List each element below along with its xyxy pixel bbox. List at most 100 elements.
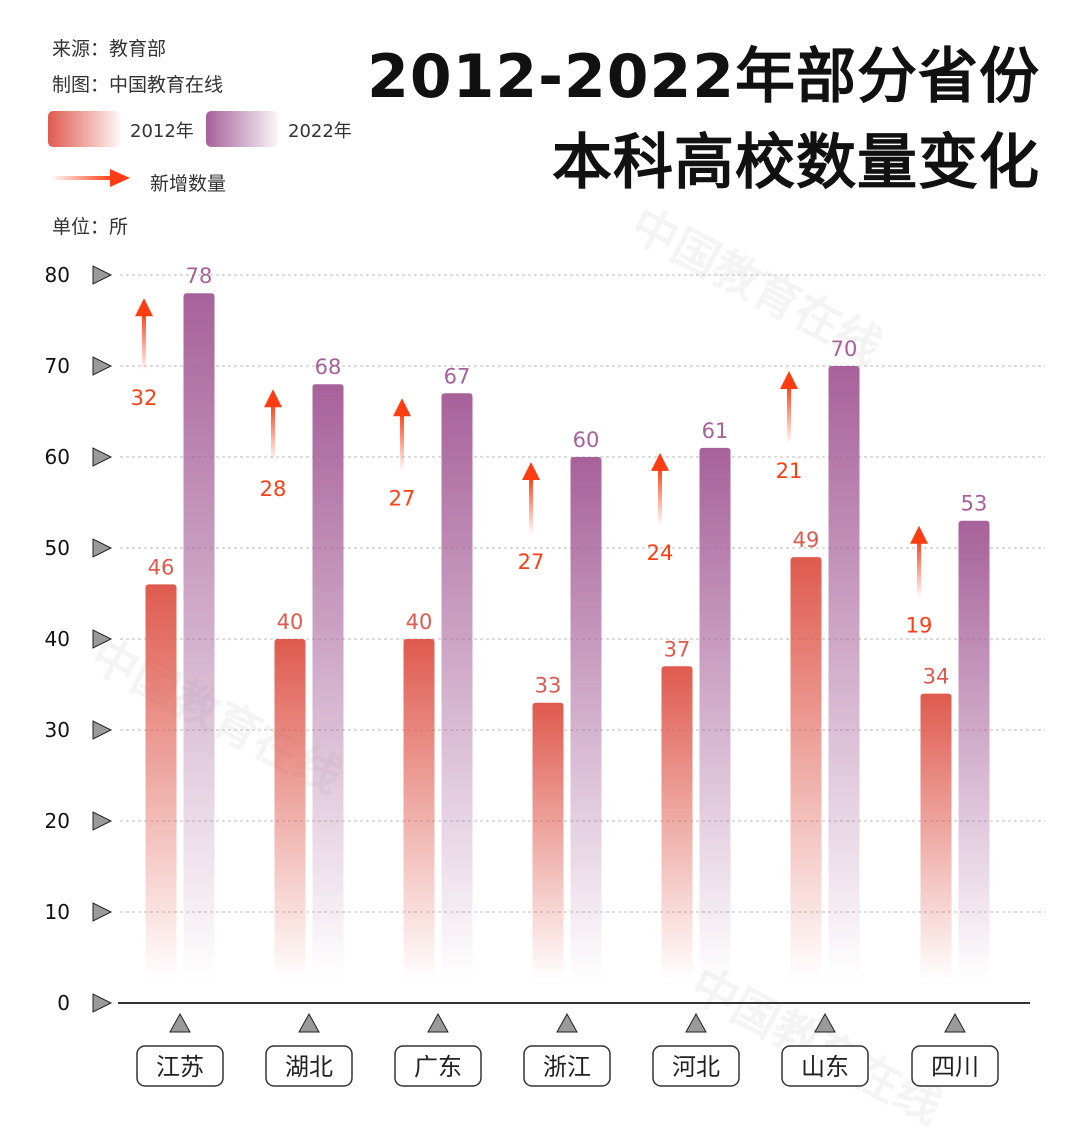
increase-arrow-icon bbox=[658, 466, 662, 526]
bar-2022 bbox=[183, 293, 215, 981]
category-label-box bbox=[265, 1045, 353, 1087]
category-label-box bbox=[652, 1045, 740, 1087]
data-label-2022: 68 bbox=[315, 355, 342, 379]
bar-2012 bbox=[661, 666, 693, 981]
category-marker-icon bbox=[427, 1012, 449, 1033]
bar-2012 bbox=[274, 639, 306, 981]
y-tick-marker-icon bbox=[92, 356, 113, 376]
legend-label-2012: 2012年 bbox=[130, 121, 194, 142]
increase-label: 27 bbox=[518, 550, 545, 574]
bar-chart: 0 10 20 30 40 50 60 70 80 46 78 32 江苏 40 68 28 湖北 40 67 27 广… bbox=[45, 263, 1045, 1087]
category-label: 山东 bbox=[801, 1053, 849, 1081]
y-tick-label: 30 bbox=[45, 718, 70, 742]
category-marker-icon bbox=[169, 1012, 191, 1033]
legend-label-2022: 2022年 bbox=[288, 121, 352, 142]
increase-arrow-icon bbox=[50, 169, 130, 187]
data-label-2012: 34 bbox=[923, 665, 950, 689]
increase-arrow-icon bbox=[142, 312, 146, 372]
y-tick-marker-icon bbox=[92, 902, 113, 922]
bar-2012 bbox=[532, 702, 564, 981]
data-label-2012: 46 bbox=[148, 555, 175, 579]
data-label-2022: 60 bbox=[573, 428, 600, 452]
category-marker-icon bbox=[814, 1012, 836, 1033]
bar-2012 bbox=[790, 557, 822, 981]
category-marker-icon bbox=[685, 1012, 707, 1033]
bar-2022 bbox=[312, 384, 344, 981]
increase-label: 28 bbox=[260, 477, 287, 501]
increase-arrow-head-icon bbox=[135, 298, 153, 317]
increase-arrow-icon bbox=[787, 385, 791, 444]
bar-2022 bbox=[441, 393, 473, 981]
category-label-box bbox=[781, 1045, 869, 1087]
y-tick-label: 0 bbox=[57, 991, 70, 1015]
bar-2022 bbox=[958, 520, 990, 981]
increase-label: 21 bbox=[776, 459, 803, 483]
unit-label: 单位：所 bbox=[52, 216, 129, 238]
y-tick-label: 60 bbox=[45, 445, 70, 469]
bar-2012 bbox=[403, 639, 435, 981]
increase-arrow-head-icon bbox=[780, 371, 798, 389]
data-label-2022: 67 bbox=[444, 364, 471, 388]
increase-arrow-icon bbox=[917, 539, 921, 599]
maker-note: 制图：中国教育在线 bbox=[52, 74, 224, 96]
increase-label: 24 bbox=[647, 541, 674, 565]
data-label-2012: 33 bbox=[535, 674, 562, 698]
category-label-box bbox=[911, 1045, 999, 1087]
category-label: 广东 bbox=[414, 1053, 462, 1081]
increase-arrow-head-icon bbox=[522, 462, 540, 480]
y-tick-marker-icon bbox=[92, 720, 113, 740]
category-label: 四川 bbox=[931, 1053, 979, 1081]
y-tick-marker-icon bbox=[92, 538, 113, 558]
y-tick-label: 40 bbox=[45, 627, 70, 651]
y-tick-label: 80 bbox=[45, 263, 70, 287]
data-label-2022: 78 bbox=[186, 264, 213, 288]
bar-2012 bbox=[145, 584, 177, 981]
category-label: 湖北 bbox=[285, 1053, 333, 1081]
category-label-box bbox=[523, 1045, 611, 1087]
y-tick-label: 20 bbox=[45, 809, 70, 833]
category-marker-icon bbox=[556, 1012, 578, 1033]
data-label-2022: 61 bbox=[702, 419, 729, 443]
category-label-box bbox=[394, 1045, 482, 1087]
bar-2022 bbox=[570, 457, 602, 981]
y-tick-marker-icon bbox=[92, 811, 113, 831]
bar-2012 bbox=[920, 693, 952, 981]
y-tick-marker-icon bbox=[92, 629, 113, 649]
increase-label: 32 bbox=[131, 386, 158, 410]
y-tick-label: 10 bbox=[45, 900, 70, 924]
category-marker-icon bbox=[298, 1012, 320, 1033]
category-label: 浙江 bbox=[543, 1053, 591, 1081]
y-tick-label: 50 bbox=[45, 536, 70, 560]
data-label-2012: 49 bbox=[793, 528, 820, 552]
legend-swatch-2022 bbox=[206, 111, 278, 147]
data-label-2012: 40 bbox=[277, 610, 304, 634]
increase-label: 19 bbox=[906, 614, 933, 638]
increase-arrow-head-icon bbox=[651, 452, 669, 471]
bar-2022 bbox=[699, 447, 731, 981]
bar-2022 bbox=[828, 366, 860, 981]
chart-title-line2: 本科高校数量变化 bbox=[552, 128, 1040, 198]
legend-label-increase: 新增数量 bbox=[150, 173, 227, 195]
increase-arrow-head-icon bbox=[264, 389, 282, 408]
data-label-2022: 53 bbox=[961, 492, 988, 516]
increase-arrow-icon bbox=[400, 412, 404, 472]
y-tick-marker-icon bbox=[92, 265, 113, 285]
y-tick-marker-icon bbox=[92, 447, 113, 467]
y-tick-label: 70 bbox=[45, 354, 70, 378]
data-label-2012: 40 bbox=[406, 610, 433, 634]
category-label-box bbox=[136, 1045, 224, 1087]
increase-arrow-head-icon bbox=[393, 398, 411, 417]
increase-arrow-head-icon bbox=[910, 525, 928, 544]
category-label: 河北 bbox=[672, 1053, 720, 1081]
increase-label: 27 bbox=[389, 486, 416, 510]
increase-arrow-icon bbox=[271, 403, 275, 463]
chart-title-line1: 2012-2022年部分省份 bbox=[367, 42, 1040, 112]
y-tick-marker-icon bbox=[92, 993, 113, 1013]
category-label: 江苏 bbox=[156, 1053, 204, 1081]
category-marker-icon bbox=[944, 1012, 966, 1033]
data-label-2022: 70 bbox=[831, 337, 858, 361]
legend-swatch-2012 bbox=[48, 111, 120, 147]
increase-arrow-icon bbox=[529, 476, 533, 535]
source-note: 来源：教育部 bbox=[52, 38, 167, 60]
data-label-2012: 37 bbox=[664, 637, 691, 661]
